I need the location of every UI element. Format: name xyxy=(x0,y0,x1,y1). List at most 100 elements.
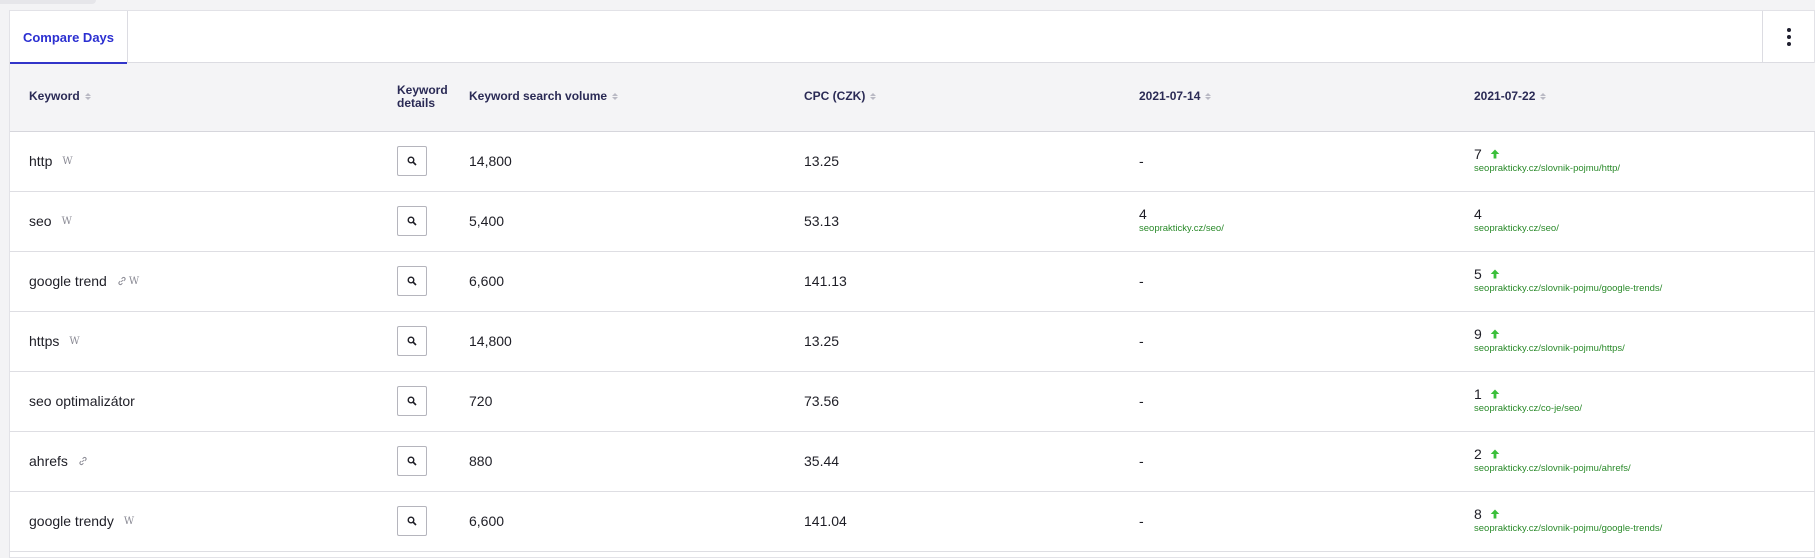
sort-icon xyxy=(84,93,91,101)
day1-position-cell: - xyxy=(1139,131,1474,191)
keyword-details-button[interactable] xyxy=(397,146,427,176)
position-value: - xyxy=(1139,272,1144,289)
arrow-up-icon xyxy=(1490,509,1500,518)
keyword-details-cell xyxy=(397,251,469,311)
keyword-text: seo optimalizátor xyxy=(29,393,135,409)
ranking-url-link[interactable]: seoprakticky.cz/slovnik-pojmu/google-tre… xyxy=(1474,522,1663,534)
ranking-url-link[interactable]: seoprakticky.cz/slovnik-pojmu/google-tre… xyxy=(1474,282,1663,294)
keyword-icons: W xyxy=(69,336,79,347)
ranking-url-link[interactable]: seoprakticky.cz/slovnik-pojmu/http/ xyxy=(1474,162,1621,174)
arrow-up-icon xyxy=(1490,449,1500,458)
sort-icon xyxy=(1205,93,1212,101)
keyword-details-button[interactable] xyxy=(397,326,427,356)
keyword-text: https xyxy=(29,333,60,349)
keyword-details-cell xyxy=(397,131,469,191)
more-options-button[interactable] xyxy=(1762,11,1814,63)
keyword-text: google trend xyxy=(29,273,107,289)
search-volume-cell: 720 xyxy=(469,393,493,409)
day1-position-cell: - xyxy=(1139,251,1474,311)
day2-position-cell: 9 seoprakticky.cz/slovnik-pojmu/https/ xyxy=(1474,311,1815,371)
keyword-details-button[interactable] xyxy=(397,266,427,296)
sort-icon xyxy=(870,93,877,101)
table-row: google trend W 6,600 141.13 xyxy=(10,251,1815,311)
header-day-2[interactable]: 2021-07-22 xyxy=(1474,63,1815,131)
tab-compare-days[interactable]: Compare Days xyxy=(10,11,128,64)
header-cpc[interactable]: CPC (CZK) xyxy=(804,63,1139,131)
keyword-details-button[interactable] xyxy=(397,206,427,236)
keyword-cell: seo W xyxy=(10,191,397,251)
cpc-cell: 13.25 xyxy=(804,333,840,349)
search-volume-cell: 5,400 xyxy=(469,213,505,229)
table-row: seo W 5,400 53.13 4 seoprakticky.cz/seo/ xyxy=(10,191,1815,251)
wikipedia-icon[interactable]: W xyxy=(69,335,80,347)
table-row: seo optimalizátor 720 73.56 - xyxy=(10,371,1815,431)
day2-position-cell: 1 seoprakticky.cz/co-je/seo/ xyxy=(1474,371,1815,431)
link-icon[interactable] xyxy=(117,276,127,286)
wikipedia-icon[interactable]: W xyxy=(123,515,135,527)
kebab-menu-icon xyxy=(1786,28,1791,46)
search-volume-cell: 14,800 xyxy=(469,333,512,349)
position-value: 1 xyxy=(1474,385,1482,402)
ranking-url-link[interactable]: seoprakticky.cz/slovnik-pojmu/ahrefs/ xyxy=(1474,462,1631,474)
header-day-1[interactable]: 2021-07-14 xyxy=(1139,63,1474,131)
day1-position-cell: 4 seoprakticky.cz/seo/ xyxy=(1139,191,1474,251)
cpc-cell: 141.13 xyxy=(804,273,847,289)
arrow-up-icon xyxy=(1490,329,1500,338)
day1-position-cell: - xyxy=(1139,311,1474,371)
search-volume-cell: 14,800 xyxy=(469,153,512,169)
table-row: https W 14,800 13.25 - xyxy=(10,311,1815,371)
position-value: 9 xyxy=(1474,325,1482,342)
position-value: 4 xyxy=(1139,205,1147,222)
tab-bar: Compare Days xyxy=(10,11,1814,64)
keyword-text: google trendy xyxy=(29,513,114,529)
header-keyword-details: Keyword details xyxy=(397,82,448,110)
table-header-row: Keyword Keyword details Keyword search vo… xyxy=(10,63,1815,131)
keyword-cell: http W xyxy=(10,131,397,191)
wikipedia-icon[interactable]: W xyxy=(128,275,140,287)
search-icon xyxy=(407,456,417,466)
keyword-text: ahrefs xyxy=(29,453,68,469)
keyword-details-button[interactable] xyxy=(397,446,427,476)
ranking-url-link[interactable]: seoprakticky.cz/co-je/seo/ xyxy=(1474,402,1583,414)
position-value: 5 xyxy=(1474,265,1482,282)
day1-position-cell: - xyxy=(1139,491,1474,551)
table-row: http W 14,800 13.25 - xyxy=(10,131,1815,191)
day2-position-cell: 4 seoprakticky.cz/seo/ xyxy=(1474,191,1815,251)
keyword-icons: W xyxy=(62,156,72,167)
keyword-table: Keyword Keyword details Keyword search vo… xyxy=(10,63,1815,552)
day2-position-cell: 2 seoprakticky.cz/slovnik-pojmu/ahrefs/ xyxy=(1474,431,1815,491)
position-value: - xyxy=(1139,452,1144,469)
header-keyword[interactable]: Keyword xyxy=(10,63,397,131)
wikipedia-icon[interactable]: W xyxy=(61,215,72,227)
keyword-details-cell xyxy=(397,371,469,431)
table-row: ahrefs 880 35.44 xyxy=(10,431,1815,491)
keyword-details-cell xyxy=(397,191,469,251)
ranking-url-link[interactable]: seoprakticky.cz/seo/ xyxy=(1139,222,1224,234)
position-value: - xyxy=(1139,332,1144,349)
keyword-details-button[interactable] xyxy=(397,386,427,416)
header-search-volume[interactable]: Keyword search volume xyxy=(469,63,804,131)
keyword-details-cell xyxy=(397,311,469,371)
keyword-cell: https W xyxy=(10,311,397,371)
keyword-cell: google trend W xyxy=(10,251,397,311)
sort-icon xyxy=(1540,93,1547,101)
wikipedia-icon[interactable]: W xyxy=(62,155,73,167)
search-icon xyxy=(407,516,417,526)
keyword-cell: ahrefs xyxy=(10,431,397,491)
position-value: - xyxy=(1139,152,1144,169)
keyword-icons xyxy=(78,456,88,466)
sort-icon xyxy=(612,93,619,101)
day2-position-cell: 8 seoprakticky.cz/slovnik-pojmu/google-t… xyxy=(1474,491,1815,551)
arrow-up-icon xyxy=(1490,149,1500,158)
link-icon[interactable] xyxy=(78,456,88,466)
day2-position-cell: 7 seoprakticky.cz/slovnik-pojmu/http/ xyxy=(1474,131,1815,191)
keyword-icons: W xyxy=(117,276,139,287)
ranking-url-link[interactable]: seoprakticky.cz/slovnik-pojmu/https/ xyxy=(1474,342,1625,354)
position-value: 4 xyxy=(1474,205,1482,222)
position-value: - xyxy=(1139,512,1144,529)
ranking-url-link[interactable]: seoprakticky.cz/seo/ xyxy=(1474,222,1559,234)
keyword-cell: seo optimalizátor xyxy=(10,371,397,431)
cpc-cell: 73.56 xyxy=(804,393,840,409)
keyword-details-button[interactable] xyxy=(397,506,427,536)
position-value: 2 xyxy=(1474,445,1482,462)
